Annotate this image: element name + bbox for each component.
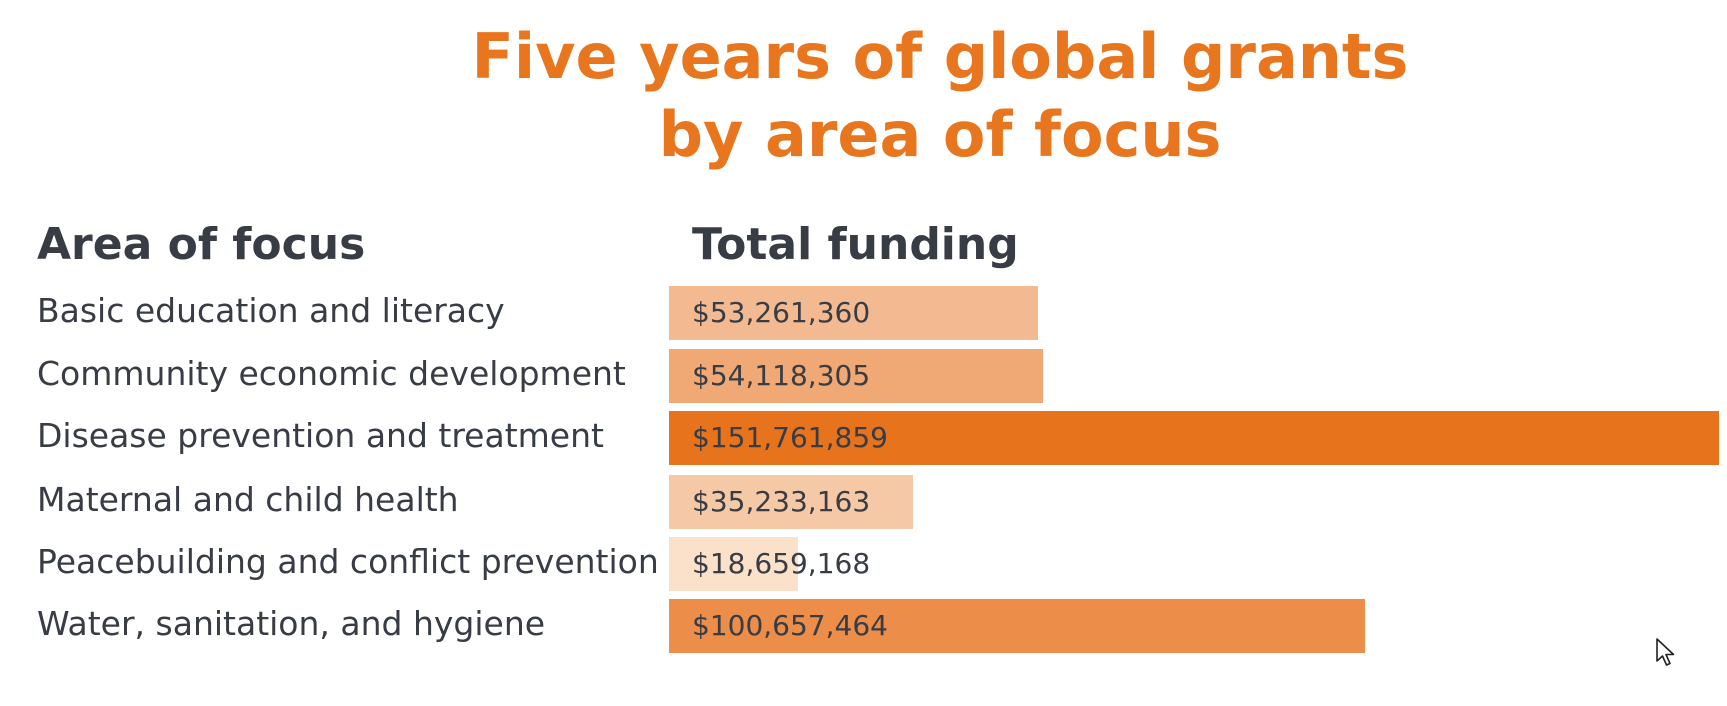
total-funding-header: Total funding: [692, 219, 1019, 270]
funding-bar: [669, 599, 1365, 653]
chart-title: Five years of global grants by area of f…: [0, 18, 1727, 174]
chart-title-line1: Five years of global grants: [471, 20, 1409, 93]
funding-value-label: $18,659,168: [692, 547, 871, 580]
category-label: Water, sanitation, and hygiene: [37, 604, 546, 643]
funding-bar: [669, 537, 798, 591]
funding-bar: [669, 286, 1038, 340]
category-label: Disease prevention and treatment: [37, 416, 604, 455]
funding-value-label: $35,233,163: [692, 485, 871, 518]
funding-bar: [669, 475, 913, 529]
funding-value-label: $151,761,859: [692, 421, 888, 454]
funding-value-label: $53,261,360: [692, 296, 871, 329]
funding-bar: [669, 411, 1719, 465]
area-of-focus-header: Area of focus: [37, 219, 366, 270]
funding-bar: [669, 349, 1043, 403]
mouse-cursor-icon: [1656, 638, 1675, 666]
category-label: Basic education and literacy: [37, 291, 505, 330]
chart-title-line2: by area of focus: [658, 98, 1222, 171]
category-label: Maternal and child health: [37, 480, 459, 519]
category-label: Peacebuilding and conflict prevention: [37, 542, 659, 581]
funding-value-label: $100,657,464: [692, 609, 888, 642]
funding-value-label: $54,118,305: [692, 359, 871, 392]
category-label: Community economic development: [37, 354, 626, 393]
